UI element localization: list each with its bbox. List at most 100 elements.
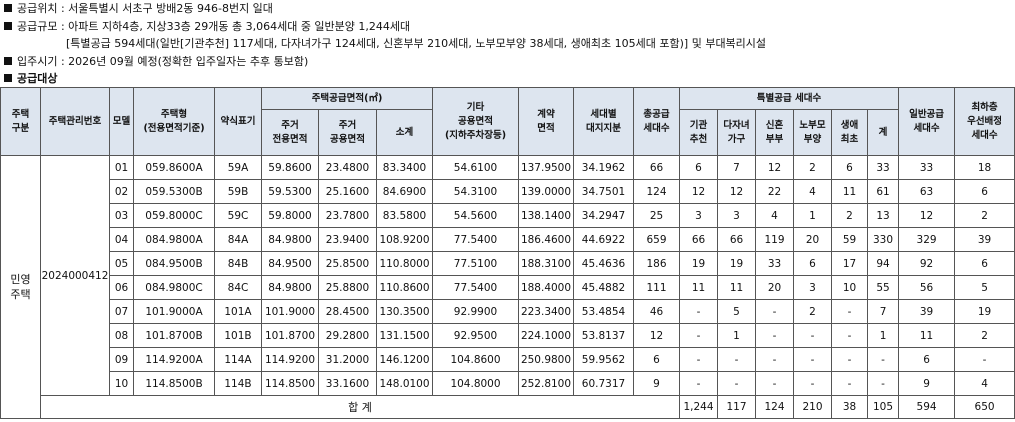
cell-s3: - [755,299,794,324]
cell-contract: 137.9500 [518,155,574,180]
cell-lowest: 19 [954,299,1015,324]
cell-lowest: 18 [954,155,1015,180]
cell-s2: 5 [717,299,756,324]
cell-abbr: 84B [214,251,262,276]
cell-s4: 3 [793,275,832,300]
cell-s3: - [755,371,794,396]
cell-sub: 131.1500 [376,323,433,348]
cell-s5: 10 [831,275,868,300]
cell-abbr: 59A [214,155,262,180]
cell-total: 25 [633,203,680,228]
cell-other: 104.8000 [432,371,519,396]
cell-s4: 1 [793,203,832,228]
cell-general: 33 [898,155,956,180]
cell-total: 6 [633,347,680,372]
cell-total: 46 [633,299,680,324]
cell-total: 12 [633,323,680,348]
cell-s1: 12 [679,179,718,204]
cell-other: 77.5400 [432,275,519,300]
cell-s-sum: - [866,347,900,372]
cell-excl: 59.5300 [261,179,319,204]
mgmt-no-cell: 2024000412 [40,155,110,396]
cell-s2: 3 [717,203,756,228]
header-house-type: 주택형 (전용면적기준) [133,87,215,156]
total-s1: 117 [717,395,756,419]
cell-comm: 23.4800 [318,155,377,180]
cell-abbr: 101A [214,299,262,324]
cell-comm: 25.8800 [318,275,377,300]
cell-s3: 119 [755,227,794,252]
cell-s2: 19 [717,251,756,276]
table-row: 05 084.9500B 84B 84.9500 25.8500 110.8000 77.5… [1,251,1015,276]
cell-s-sum: 55 [866,275,900,300]
header-house-group: 주택 구분 [0,87,41,156]
cell-general: 9 [898,371,956,396]
bullet-icon [4,21,12,30]
cell-type: 101.9000A [133,299,215,324]
cell-lowest: 2 [954,323,1015,348]
cell-comm: 23.9400 [318,227,377,252]
bullet-icon [4,56,12,65]
cell-contract: 250.9800 [518,347,574,372]
cell-s2: - [717,347,756,372]
cell-land: 53.8137 [573,323,634,348]
cell-s5: - [831,323,868,348]
cell-excl: 84.9500 [261,251,319,276]
table-row: 04 084.9800A 84A 84.9800 23.9400 108.9200 77.5… [1,227,1015,252]
cell-land: 44.6922 [573,227,634,252]
header-general: 일반공급 세대수 [898,87,956,156]
cell-contract: 139.0000 [518,179,574,204]
cell-type: 114.8500B [133,371,215,396]
cell-total: 659 [633,227,680,252]
cell-contract: 186.4600 [518,227,574,252]
cell-comm: 25.8500 [318,251,377,276]
cell-abbr: 114B [214,371,262,396]
cell-abbr: 114A [214,347,262,372]
cell-other: 92.9900 [432,299,519,324]
cell-lowest: 5 [954,275,1015,300]
cell-sub: 84.6900 [376,179,433,204]
cell-model: 07 [109,299,134,324]
cell-s2: 1 [717,323,756,348]
cell-s1: 3 [679,203,718,228]
cell-contract: 252.8100 [518,371,574,396]
cell-s4: 2 [793,299,832,324]
cell-s1: - [679,347,718,372]
total-s-sum: 594 [898,395,956,419]
header-common: 주거 공용면적 [318,109,377,156]
location-line: 공급위치 : 서울특별시 서초구 방배2동 946-8번지 일대 [4,0,1014,18]
cell-lowest: 2 [954,203,1015,228]
cell-s2: 66 [717,227,756,252]
cell-lowest: 4 [954,371,1015,396]
table-body: 민영 주택 2024000412 01 059.8600A 59A 59.8600 23.48… [0,155,1015,419]
cell-model: 02 [109,179,134,204]
total-label: 합 계 [40,395,680,419]
cell-s5: 6 [831,155,868,180]
cell-excl: 59.8600 [261,155,319,180]
cell-comm: 25.1600 [318,179,377,204]
cell-s3: 12 [755,155,794,180]
cell-s1: - [679,299,718,324]
cell-abbr: 101B [214,323,262,348]
header-special-first-time: 생애 최초 [831,109,868,156]
cell-s2: 11 [717,275,756,300]
header-model: 모델 [109,87,134,156]
cell-total: 186 [633,251,680,276]
cell-s-sum: - [866,371,900,396]
cell-land: 53.4854 [573,299,634,324]
cell-lowest: 39 [954,227,1015,252]
total-s5: 105 [866,395,900,419]
cell-model: 06 [109,275,134,300]
total-s2: 124 [755,395,794,419]
total-general: 650 [954,395,1015,419]
cell-abbr: 84A [214,227,262,252]
cell-land: 60.7317 [573,371,634,396]
cell-sub: 110.8600 [376,275,433,300]
cell-total: 111 [633,275,680,300]
cell-excl: 114.8500 [261,371,319,396]
cell-s3: 22 [755,179,794,204]
cell-land: 45.4636 [573,251,634,276]
header-special-newlywed: 신혼 부부 [755,109,794,156]
cell-contract: 188.4000 [518,275,574,300]
cell-contract: 138.1400 [518,203,574,228]
